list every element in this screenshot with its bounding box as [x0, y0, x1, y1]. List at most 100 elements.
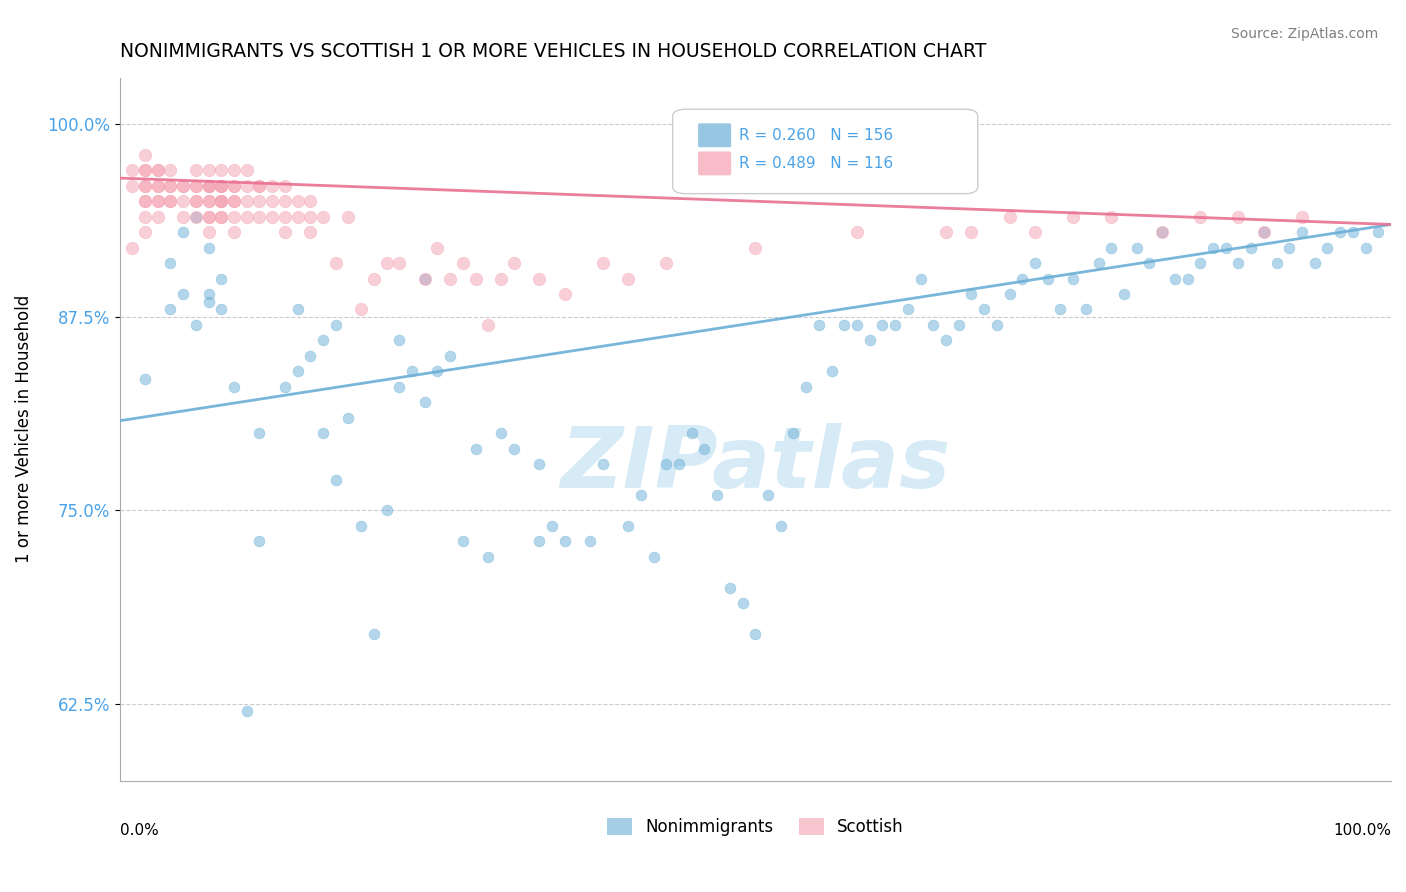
Point — [1024, 256, 1046, 270]
Point — [1189, 210, 1212, 224]
Point — [222, 178, 245, 193]
Point — [159, 194, 181, 209]
Point — [172, 287, 194, 301]
Point — [209, 194, 232, 209]
Point — [325, 473, 347, 487]
Point — [121, 163, 143, 178]
Point — [388, 334, 411, 348]
Point — [1112, 287, 1135, 301]
Point — [413, 271, 436, 285]
Point — [541, 519, 564, 533]
Point — [554, 534, 576, 549]
Point — [1152, 225, 1174, 239]
Point — [1341, 225, 1364, 239]
Point — [1011, 271, 1033, 285]
Point — [209, 194, 232, 209]
Point — [1062, 210, 1084, 224]
Point — [134, 178, 156, 193]
Point — [998, 210, 1021, 224]
Point — [643, 549, 665, 564]
Point — [184, 194, 207, 209]
Point — [159, 256, 181, 270]
Point — [249, 426, 271, 441]
Point — [1202, 241, 1225, 255]
Point — [184, 318, 207, 332]
Point — [262, 210, 284, 224]
Point — [235, 163, 257, 178]
Point — [184, 210, 207, 224]
Point — [312, 210, 335, 224]
Point — [134, 148, 156, 162]
FancyBboxPatch shape — [699, 123, 731, 147]
Point — [249, 194, 271, 209]
Point — [337, 410, 360, 425]
Point — [134, 194, 156, 209]
Point — [375, 503, 398, 517]
Point — [872, 318, 894, 332]
Point — [159, 178, 181, 193]
Point — [1303, 256, 1326, 270]
Point — [897, 302, 920, 317]
Point — [146, 194, 169, 209]
Point — [325, 256, 347, 270]
Point — [235, 210, 257, 224]
Point — [363, 271, 385, 285]
FancyBboxPatch shape — [672, 109, 977, 194]
Point — [249, 210, 271, 224]
Point — [846, 225, 869, 239]
Point — [554, 287, 576, 301]
Point — [172, 194, 194, 209]
Point — [222, 210, 245, 224]
Point — [1354, 241, 1376, 255]
Point — [209, 302, 232, 317]
Point — [1189, 256, 1212, 270]
Point — [172, 225, 194, 239]
Point — [769, 519, 792, 533]
Point — [184, 178, 207, 193]
Point — [197, 194, 219, 209]
Point — [299, 210, 322, 224]
Point — [159, 302, 181, 317]
Point — [426, 241, 449, 255]
Text: R = 0.489   N = 116: R = 0.489 N = 116 — [738, 156, 893, 171]
Point — [960, 225, 983, 239]
Point — [209, 271, 232, 285]
Point — [274, 225, 297, 239]
Legend: Nonimmigrants, Scottish: Nonimmigrants, Scottish — [600, 812, 910, 843]
Point — [935, 334, 957, 348]
Point — [184, 178, 207, 193]
Point — [287, 302, 309, 317]
Point — [134, 178, 156, 193]
Point — [477, 549, 499, 564]
Point — [807, 318, 830, 332]
Point — [121, 178, 143, 193]
Point — [197, 241, 219, 255]
Point — [134, 163, 156, 178]
Point — [197, 178, 219, 193]
Point — [1253, 225, 1275, 239]
Point — [146, 194, 169, 209]
Point — [249, 534, 271, 549]
Point — [1291, 225, 1313, 239]
Point — [121, 241, 143, 255]
Point — [1177, 271, 1199, 285]
Point — [209, 178, 232, 193]
Point — [439, 271, 461, 285]
Point — [274, 210, 297, 224]
Point — [489, 426, 512, 441]
Point — [197, 178, 219, 193]
Point — [146, 178, 169, 193]
Point — [209, 210, 232, 224]
Point — [782, 426, 804, 441]
Point — [172, 178, 194, 193]
Point — [134, 210, 156, 224]
Point — [935, 225, 957, 239]
Point — [325, 318, 347, 332]
Point — [401, 364, 423, 378]
Point — [1367, 225, 1389, 239]
Point — [209, 178, 232, 193]
Point — [681, 426, 703, 441]
Point — [299, 349, 322, 363]
Point — [146, 178, 169, 193]
Point — [146, 163, 169, 178]
